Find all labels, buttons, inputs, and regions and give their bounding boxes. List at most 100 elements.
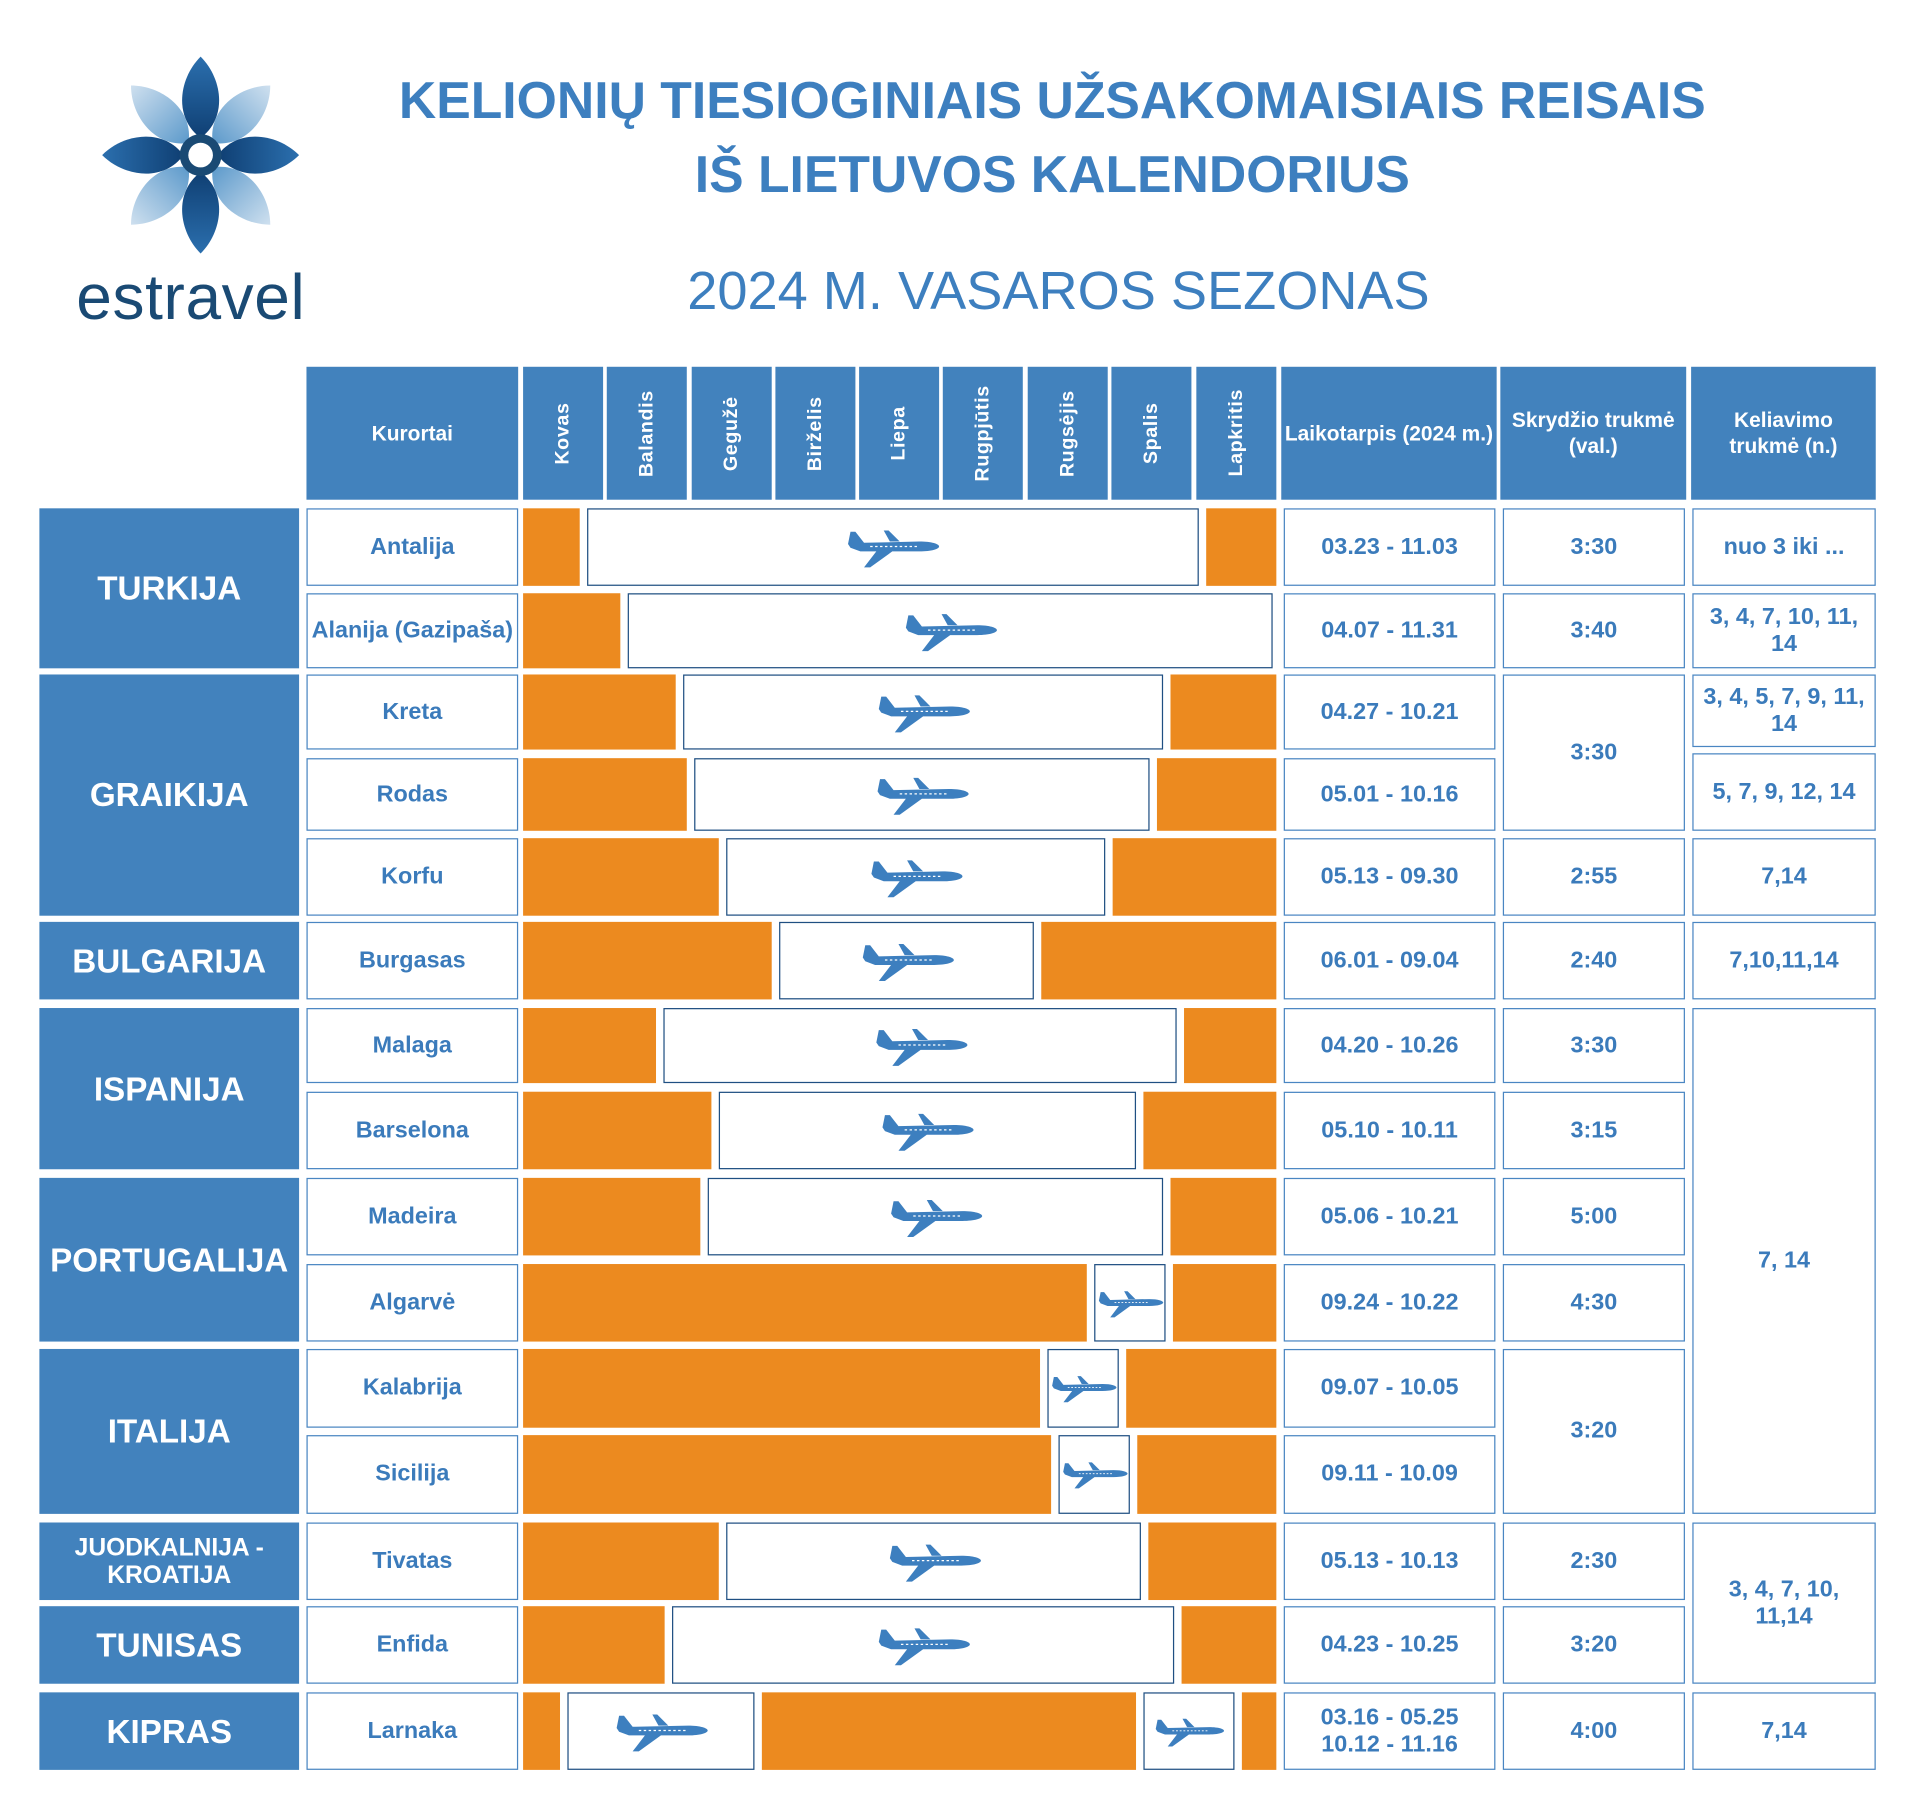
flight-duration-cell: 2:55	[1502, 838, 1685, 916]
trip-duration-cell: 5, 7, 9, 12, 14	[1692, 753, 1876, 831]
page-title-line2: IŠ LIETUVOS KALENDORIUS	[694, 145, 1410, 204]
month-label: Rugpjūtis	[972, 385, 994, 482]
month-label: Birželis	[804, 395, 826, 471]
no-flight-bar	[523, 593, 621, 669]
header-resorts: Kurortai	[306, 366, 519, 500]
flight-period-bar	[671, 1606, 1175, 1684]
resort-cell: Antalija	[306, 508, 519, 586]
airplane-icon	[878, 694, 970, 732]
month-header-7: Rugsėjis	[1027, 366, 1108, 500]
month-label: Liepa	[888, 405, 910, 461]
flight-period-bar	[718, 1091, 1136, 1170]
no-flight-bar	[1143, 1091, 1277, 1170]
resort-cell: Kalabrija	[306, 1348, 519, 1428]
no-flight-bar	[523, 1435, 1051, 1514]
month-header-2: Balandis	[606, 366, 687, 500]
no-flight-bar	[523, 1264, 1087, 1342]
resort-cell: Korfu	[306, 838, 519, 916]
no-flight-bar	[523, 1522, 720, 1601]
country-2: GRAIKIJA	[39, 674, 300, 916]
period-cell: 06.01 - 09.04	[1283, 921, 1496, 1000]
period-cell: 04.07 - 11.31	[1283, 593, 1496, 669]
month-header-5: Liepa	[859, 366, 940, 500]
resort-cell: Algarvė	[306, 1264, 519, 1342]
resort-cell: Enfida	[306, 1606, 519, 1684]
no-flight-bar	[1148, 1522, 1277, 1601]
no-flight-bar	[523, 1177, 701, 1256]
airplane-icon	[877, 777, 969, 815]
estravel-flower-logo	[102, 56, 300, 254]
month-header-8: Spalis	[1111, 366, 1192, 500]
resort-cell: Larnaka	[306, 1692, 519, 1770]
country-9: KIPRAS	[39, 1692, 300, 1770]
no-flight-bar	[523, 674, 676, 750]
trip-duration-cell: 3, 4, 7, 10, 11, 14	[1692, 593, 1876, 669]
period-cell: 05.13 - 09.30	[1283, 838, 1496, 916]
flight-duration-cell: 3:40	[1502, 593, 1685, 669]
flight-period-bar	[628, 593, 1273, 669]
resort-cell: Rodas	[306, 758, 519, 831]
flight-duration-cell: 4:00	[1502, 1692, 1685, 1770]
no-flight-bar	[523, 1692, 561, 1770]
airplane-icon	[891, 1199, 983, 1237]
period-cell: 09.07 - 10.05	[1283, 1348, 1496, 1428]
airplane-icon	[906, 613, 998, 651]
month-header-6: Rugpjūtis	[942, 366, 1023, 500]
no-flight-bar	[523, 921, 772, 1000]
airplane-icon	[1062, 1462, 1128, 1489]
resort-cell: Kreta	[306, 674, 519, 750]
no-flight-bar	[1170, 674, 1277, 750]
resort-cell: Alanija (Gazipaša)	[306, 593, 519, 669]
flight-duration-cell: 3:15	[1502, 1091, 1685, 1170]
period-cell: 05.10 - 10.11	[1283, 1091, 1496, 1170]
resort-cell: Sicilija	[306, 1435, 519, 1514]
trip-duration-cell: 3, 4, 5, 7, 9, 11, 14	[1692, 674, 1876, 748]
period-cell: 09.24 - 10.22	[1283, 1264, 1496, 1342]
month-header-3: Gegužė	[691, 366, 772, 500]
resort-cell: Burgasas	[306, 921, 519, 1000]
no-flight-bar	[1041, 921, 1277, 1000]
flight-period-bar	[567, 1692, 755, 1770]
airplane-icon	[1155, 1718, 1224, 1746]
country-5: PORTUGALIJA	[39, 1177, 300, 1342]
flight-period-bar	[707, 1177, 1164, 1256]
trip-duration-cell: 7,14	[1692, 838, 1876, 916]
resort-cell: Malaga	[306, 1008, 519, 1084]
period-cell: 04.20 - 10.26	[1283, 1008, 1496, 1084]
period-cell: 04.23 - 10.25	[1283, 1606, 1496, 1684]
no-flight-bar	[523, 1091, 712, 1170]
trip-duration-cell: 7,10,11,14	[1692, 921, 1876, 1000]
no-flight-bar	[1137, 1435, 1277, 1514]
month-header-4: Birželis	[775, 366, 856, 500]
no-flight-bar	[1156, 758, 1277, 831]
trip-duration-cell: nuo 3 iki ...	[1692, 508, 1876, 586]
period-cell: 04.27 - 10.21	[1283, 674, 1496, 750]
no-flight-bar	[1184, 1008, 1277, 1084]
no-flight-bar	[523, 838, 720, 916]
no-flight-bar	[1181, 1606, 1277, 1684]
month-label: Rugsėjis	[1057, 389, 1079, 477]
trip-duration-cell: 7, 14	[1692, 1008, 1876, 1514]
no-flight-bar	[523, 1606, 665, 1684]
no-flight-bar	[523, 508, 580, 586]
period-cell: 09.11 - 10.09	[1283, 1435, 1496, 1514]
flight-duration-cell: 3:30	[1502, 1008, 1685, 1084]
no-flight-bar	[1112, 838, 1277, 916]
country-1: TURKIJA	[39, 508, 300, 669]
airplane-icon	[1051, 1376, 1117, 1403]
resort-cell: Barselona	[306, 1091, 519, 1170]
airplane-icon	[889, 1544, 981, 1581]
no-flight-bar	[1241, 1692, 1277, 1770]
country-3: BULGARIJA	[39, 921, 300, 1000]
period-cell: 05.01 - 10.16	[1283, 758, 1496, 831]
no-flight-bar	[523, 1008, 657, 1084]
resort-cell: Madeira	[306, 1177, 519, 1256]
flight-duration-cell: 3:30	[1502, 508, 1685, 586]
country-8: TUNISAS	[39, 1606, 300, 1684]
resort-cell: Tivatas	[306, 1522, 519, 1601]
country-6: ITALIJA	[39, 1348, 300, 1514]
flight-duration-cell: 3:30	[1502, 674, 1685, 831]
airplane-icon	[617, 1713, 709, 1751]
page-title-line1: KELIONIŲ TIESIOGINIAIS UŽSAKOMAISIAIS RE…	[398, 71, 1706, 130]
